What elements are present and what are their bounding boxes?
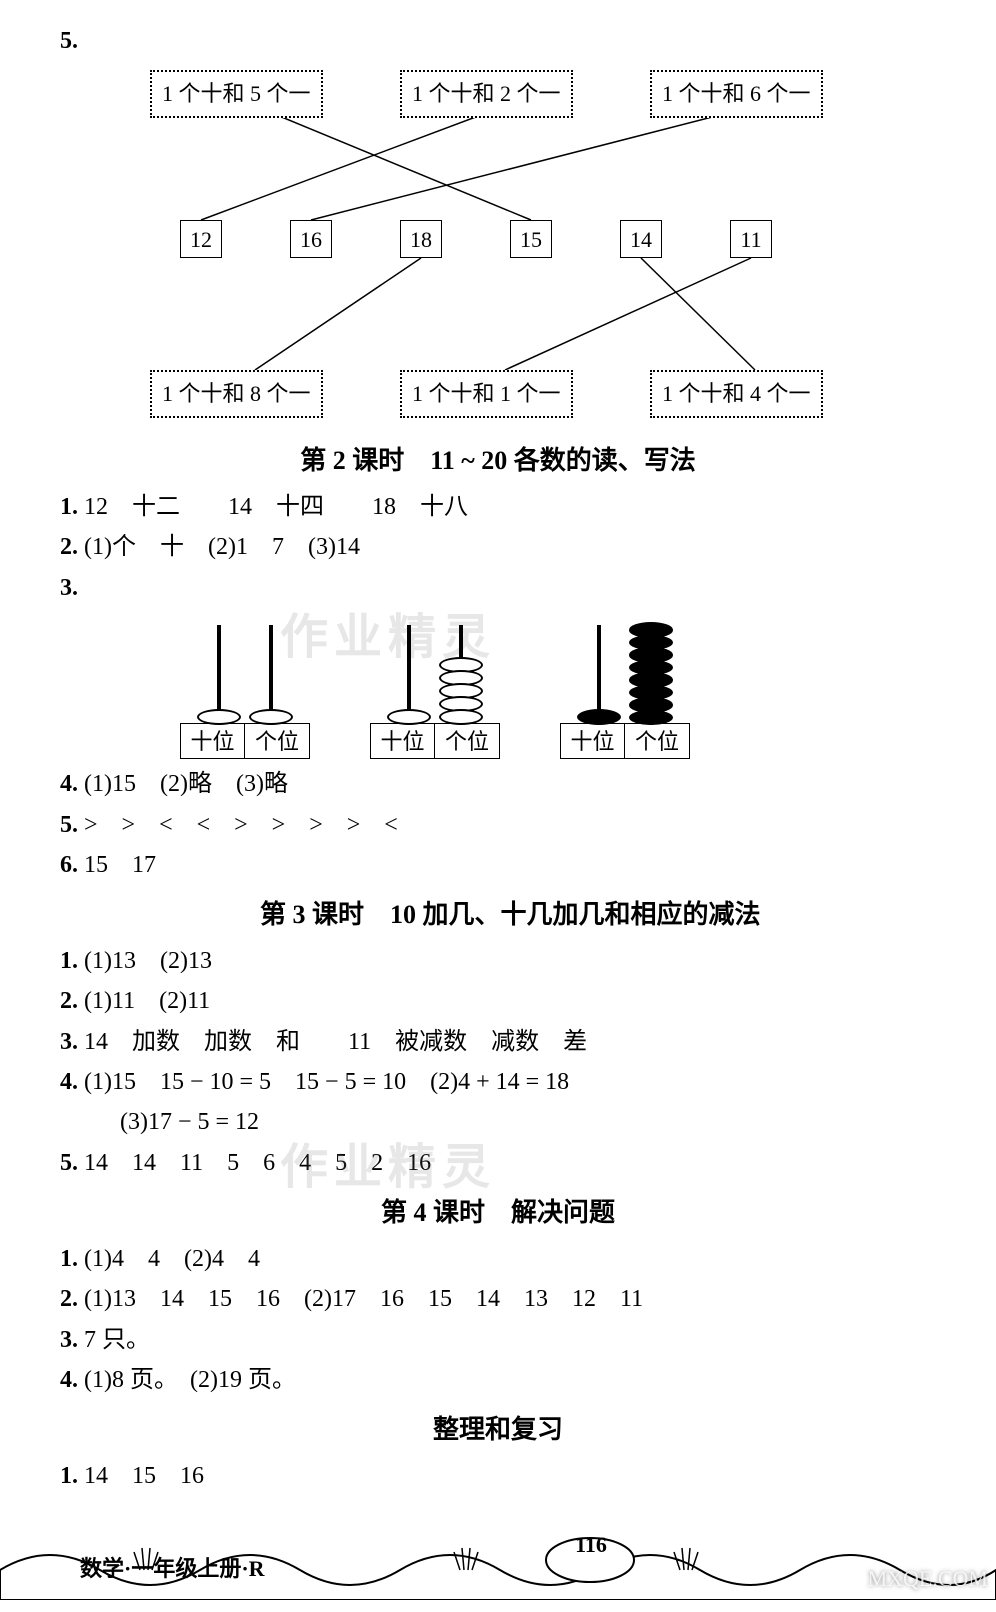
abacus-label: 十位 [561, 724, 625, 758]
s3-q5: 5. 14 14 11 5 6 4 5 2 16 [60, 1144, 936, 1182]
top-box: 1 个十和 2 个一 [400, 70, 573, 117]
q5-num: 5. [60, 28, 78, 54]
abacus-label: 十位 [371, 724, 435, 758]
abacus-label: 个位 [245, 724, 309, 758]
s2-q4: 4. (1)15 (2)略 (3)略 [60, 765, 936, 803]
section2-title: 第 2 课时 11 ~ 20 各数的读、写法 [60, 440, 936, 482]
abacus-row: 十位个位十位个位十位个位 [180, 615, 936, 759]
abacus: 十位个位 [560, 615, 690, 759]
s4-q3: 3. 7 只。 [60, 1321, 936, 1359]
s3-q3: 3. 14 加数 加数 和 11 被减数 减数 差 [60, 1023, 936, 1061]
bot-box: 1 个十和 1 个一 [400, 370, 573, 417]
s3-q4b: (3)17 − 5 = 12 [60, 1103, 936, 1141]
num-box: 15 [510, 220, 552, 258]
s4-q1: 1. (1)4 4 (2)4 4 [60, 1240, 936, 1278]
footer-book: 数学·一年级上册·R [80, 1551, 265, 1586]
abacus: 十位个位 [370, 615, 500, 759]
num-box: 18 [400, 220, 442, 258]
top-box: 1 个十和 5 个一 [150, 70, 323, 117]
num-box: 16 [290, 220, 332, 258]
s2-q6: 6. 15 17 [60, 846, 936, 884]
abacus: 十位个位 [180, 615, 310, 759]
section3-title: 第 3 课时 10 加几、十几加几和相应的减法 [60, 894, 936, 936]
page-footer: 数学·一年级上册·R 116 [0, 1500, 996, 1600]
section5-title: 整理和复习 [60, 1409, 936, 1451]
page-number: 116 [560, 1527, 622, 1562]
s4-q4: 4. (1)8 页。 (2)19 页。 [60, 1361, 936, 1399]
s2-q1: 1. 12 十二 14 十四 18 十八 [60, 488, 936, 526]
s5-q1: 1. 14 15 16 [60, 1457, 936, 1495]
matching-diagram: 1 个十和 5 个一 1 个十和 2 个一 1 个十和 6 个一 12 16 18 15 14… [60, 70, 936, 430]
s2-q2: 2. (1)个 十 (2)1 7 (3)14 [60, 528, 936, 566]
top-box: 1 个十和 6 个一 [650, 70, 823, 117]
abacus-label: 个位 [625, 724, 689, 758]
bot-box: 1 个十和 4 个一 [650, 370, 823, 417]
bot-box: 1 个十和 8 个一 [150, 370, 323, 417]
s3-q4a: 4. (1)15 15 − 10 = 5 15 − 5 = 10 (2)4 + … [60, 1063, 936, 1101]
num-box: 14 [620, 220, 662, 258]
s3-q1: 1. (1)13 (2)13 [60, 942, 936, 980]
s2-q3-num: 3. [60, 569, 936, 607]
abacus-label: 十位 [181, 724, 245, 758]
num-box: 12 [180, 220, 222, 258]
s2-q5: 5. > > < < > > > > < [60, 806, 936, 844]
corner-watermark: MXQE.COM [868, 1561, 988, 1596]
section4-title: 第 4 课时 解决问题 [60, 1192, 936, 1234]
s3-q2: 2. (1)11 (2)11 [60, 982, 936, 1020]
s4-q2: 2. (1)13 14 15 16 (2)17 16 15 14 13 12 1… [60, 1280, 936, 1318]
abacus-label: 个位 [435, 724, 499, 758]
num-box: 11 [730, 220, 772, 258]
